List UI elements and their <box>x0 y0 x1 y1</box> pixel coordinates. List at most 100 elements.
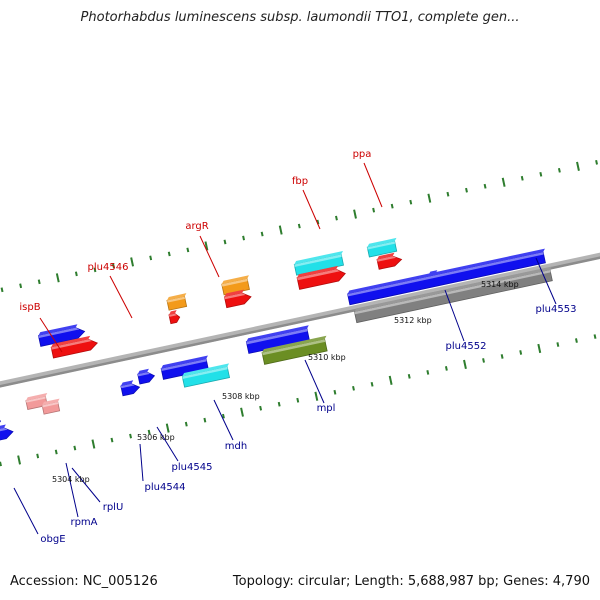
gene-label-ispB[interactable]: ispB <box>19 302 40 313</box>
gene-label-plu4553[interactable]: plu4553 <box>536 304 577 315</box>
gene-block[interactable] <box>261 335 329 365</box>
tick-mark <box>186 247 190 253</box>
kbp-label: 5306 kbp <box>137 433 175 442</box>
backbone <box>0 252 600 388</box>
gene-highlight <box>377 256 397 262</box>
tick-mark <box>556 342 560 347</box>
label-leaders <box>13 162 557 535</box>
tick-mark <box>167 251 171 257</box>
tick-mark <box>223 239 227 245</box>
gene-block[interactable] <box>223 288 252 309</box>
gene-label-mdh[interactable]: mdh <box>225 441 247 452</box>
tick-mark <box>165 423 170 433</box>
gene-block[interactable] <box>353 266 555 324</box>
tick-mark <box>372 207 376 213</box>
gene-block[interactable] <box>168 310 181 325</box>
tick-mark <box>353 209 357 219</box>
leader-line <box>535 257 557 305</box>
tick-mark <box>595 160 598 165</box>
tick-mark <box>73 445 77 451</box>
tick-mark <box>203 417 207 423</box>
gene-label-rplU[interactable]: rplU <box>103 502 124 513</box>
tick-mark <box>260 231 264 237</box>
gene-block[interactable] <box>293 250 346 276</box>
gene-top <box>120 380 134 386</box>
tick-mark <box>352 385 355 391</box>
tick-mark <box>593 334 597 339</box>
gene-highlight <box>137 372 151 377</box>
tick-mark <box>0 461 2 467</box>
tick-mark <box>519 350 523 355</box>
gene-highlight <box>354 269 551 315</box>
gene-block[interactable] <box>160 355 211 380</box>
tick-mark <box>501 177 506 187</box>
gene-highlight <box>246 328 308 345</box>
tick-mark <box>0 287 4 293</box>
gene-label-rpmA[interactable]: rpmA <box>70 517 97 528</box>
leader-line <box>302 189 321 230</box>
gene-block[interactable] <box>366 237 400 258</box>
gene-label-plu4552[interactable]: plu4552 <box>446 341 487 352</box>
gene-block[interactable] <box>296 265 346 290</box>
gene-block[interactable] <box>41 398 63 415</box>
gene-block[interactable] <box>50 335 99 359</box>
gene-highlight <box>166 296 186 303</box>
gene-highlight <box>42 402 59 408</box>
tick-mark <box>370 381 374 387</box>
gene-block[interactable] <box>137 368 156 385</box>
tick-mark <box>483 183 487 189</box>
gene-label-obgE[interactable]: obgE <box>40 534 65 545</box>
backbone-dark <box>0 256 600 388</box>
tick-mark <box>316 219 320 225</box>
gene-highlight <box>221 278 248 287</box>
gene-block[interactable] <box>181 363 232 388</box>
leader-line <box>13 487 39 535</box>
tick-mark <box>19 283 23 289</box>
kbp-label: 5308 kbp <box>222 392 260 401</box>
gene-top <box>51 335 91 348</box>
gene-label-plu4544[interactable]: plu4544 <box>145 482 186 493</box>
gene-label-argR[interactable]: argR <box>185 221 208 232</box>
gene-block[interactable] <box>245 325 312 354</box>
leader-line <box>199 235 220 278</box>
gene-top <box>42 398 60 406</box>
gene-highlight <box>367 241 396 250</box>
tick-mark <box>500 354 504 359</box>
gene-label-plu4546[interactable]: plu4546 <box>88 262 129 273</box>
gene-label-mpl[interactable]: mpl <box>317 403 336 414</box>
gene-block[interactable] <box>37 323 86 347</box>
gene-top <box>221 275 249 285</box>
gene-highlight <box>25 396 46 403</box>
tick-mark <box>444 366 448 371</box>
tick-mark <box>297 223 301 229</box>
gene-label-plu4545[interactable]: plu4545 <box>172 462 213 473</box>
gene-label-fbp[interactable]: fbp <box>292 176 308 187</box>
leader-line <box>71 467 101 503</box>
gene-block[interactable] <box>347 248 548 306</box>
kbp-label: 5314 kbp <box>481 280 519 289</box>
gene-highlight <box>262 339 326 356</box>
gene-top <box>294 250 344 265</box>
gene-block[interactable] <box>166 293 189 311</box>
leader-line <box>213 399 234 441</box>
summary-text: Topology: circular; Length: 5,688,987 bp… <box>232 574 590 589</box>
gene-top <box>0 424 6 431</box>
tick-mark <box>130 257 135 267</box>
gene-block[interactable] <box>0 423 14 442</box>
gene-block[interactable] <box>221 275 252 296</box>
gene-highlight <box>224 293 246 300</box>
tick-mark <box>222 413 225 419</box>
kbp-label: 5312 kbp <box>394 316 432 325</box>
gene-block[interactable] <box>376 252 403 270</box>
gene-block[interactable] <box>120 379 141 397</box>
tick-mark <box>537 343 542 354</box>
tick-mark <box>277 401 281 407</box>
tick-mark <box>54 449 58 455</box>
gene-label-ppa[interactable]: ppa <box>353 149 372 160</box>
gene-highlight <box>294 254 342 267</box>
leader-line <box>304 359 325 404</box>
tick-mark <box>388 375 393 385</box>
gene-features[interactable] <box>0 237 555 465</box>
tick-mark <box>112 263 115 269</box>
